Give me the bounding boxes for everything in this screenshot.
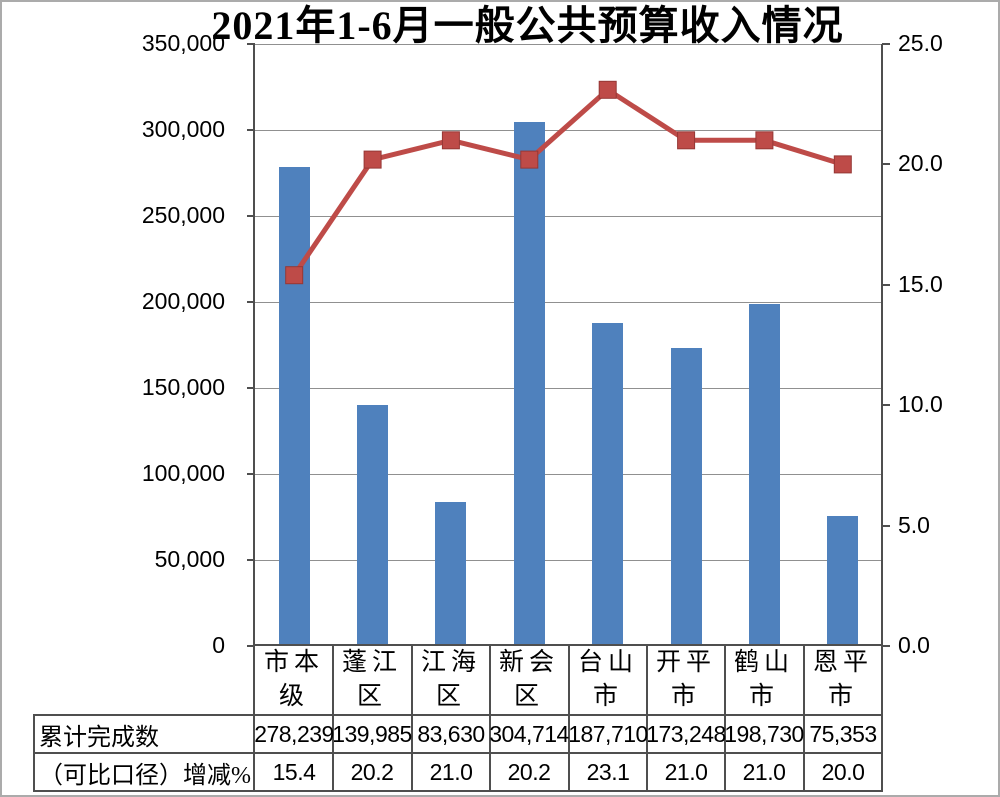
left-axis-tick — [247, 301, 255, 303]
right-axis-tick-label: 10.0 — [898, 391, 943, 417]
bar-恩平市 — [827, 516, 858, 646]
square-marker — [755, 131, 774, 150]
left-axis-tick-label: 250,000 — [141, 202, 225, 228]
category-cell-江海区: 江海区 — [420, 649, 481, 710]
left-axis-tick-label: 100,000 — [141, 460, 225, 486]
left-axis-line — [253, 44, 255, 792]
right-axis-tick-label: 25.0 — [898, 30, 943, 56]
table-row-border — [33, 714, 882, 716]
table-value-cell: 21.0 — [664, 758, 708, 785]
bar-江海区 — [435, 502, 466, 646]
gridline — [255, 130, 882, 131]
category-cell-新会区: 新会区 — [498, 649, 559, 710]
table-row-label-total: 累计完成数 — [39, 724, 159, 751]
table-value-cell: 20.2 — [507, 758, 551, 785]
left-axis-tick — [247, 559, 255, 561]
gridline — [255, 44, 882, 45]
left-axis-tick-label: 0 — [212, 632, 225, 658]
gridline — [255, 216, 882, 217]
left-axis-tick-label: 350,000 — [141, 30, 225, 56]
square-marker — [598, 80, 617, 99]
table-value-cell: 15.4 — [272, 758, 316, 785]
right-axis-tick — [882, 645, 890, 647]
category-cell-市本级: 市本级 — [263, 649, 324, 710]
right-axis-tick — [882, 43, 890, 45]
left-axis-tick — [247, 43, 255, 45]
bar-开平市 — [671, 348, 702, 646]
right-axis-tick — [882, 284, 890, 286]
right-axis-tick — [882, 163, 890, 165]
right-axis-tick-label: 15.0 — [898, 271, 943, 297]
category-cell-蓬江区: 蓬江区 — [341, 649, 402, 710]
table-column-border — [646, 646, 648, 792]
table-value-cell: 23.1 — [586, 758, 630, 785]
left-axis-tick — [247, 215, 255, 217]
table-value-cell: 21.0 — [429, 758, 473, 785]
table-value-cell: 75,353 — [809, 720, 877, 747]
table-column-border — [332, 646, 334, 792]
table-value-cell: 173,248 — [646, 720, 726, 747]
category-cell-鹤山市: 鹤山市 — [733, 649, 794, 710]
left-axis-tick-label: 300,000 — [141, 116, 225, 142]
bar-新会区 — [514, 122, 545, 646]
left-axis-tick — [247, 129, 255, 131]
bar-鹤山市 — [749, 304, 780, 646]
table-value-cell: 21.0 — [742, 758, 786, 785]
left-axis-tick-label: 150,000 — [141, 374, 225, 400]
table-value-cell: 278,239 — [254, 720, 334, 747]
table-row-label-growth: （可比口径）增减% — [39, 762, 251, 789]
table-column-border — [489, 646, 491, 792]
bar-蓬江区 — [357, 405, 388, 646]
bar-台山市 — [592, 323, 623, 646]
right-axis-tick — [882, 525, 890, 527]
gridline — [255, 302, 882, 303]
square-marker — [833, 155, 852, 174]
table-value-cell: 20.2 — [350, 758, 394, 785]
table-row-border — [33, 752, 882, 754]
table-value-cell: 139,985 — [332, 720, 412, 747]
left-axis-tick — [247, 387, 255, 389]
right-axis-line — [881, 44, 883, 792]
growth-rate-line — [292, 86, 844, 277]
table-value-cell: 187,710 — [568, 720, 648, 747]
left-axis-tick — [247, 473, 255, 475]
table-column-border — [568, 646, 570, 792]
right-axis-tick — [882, 404, 890, 406]
left-axis-tick-label: 50,000 — [154, 546, 225, 572]
table-column-border — [803, 646, 805, 792]
right-axis-tick-label: 20.0 — [898, 150, 943, 176]
chart-title: 2021年1-6月一般公共预算收入情况 — [211, 3, 844, 48]
table-column-border — [724, 646, 726, 792]
gridline — [255, 560, 882, 561]
right-axis-tick-label: 5.0 — [898, 512, 930, 538]
right-axis-tick-label: 0.0 — [898, 632, 930, 658]
table-row-border — [33, 790, 882, 792]
table-value-cell: 20.0 — [821, 758, 865, 785]
table-value-cell: 198,730 — [724, 720, 804, 747]
square-marker — [677, 131, 696, 150]
category-cell-台山市: 台山市 — [577, 649, 638, 710]
category-cell-恩平市: 恩平市 — [812, 649, 873, 710]
bottom-axis-line — [253, 644, 882, 646]
square-marker — [441, 131, 460, 150]
table-column-border — [411, 646, 413, 792]
left-axis-tick — [247, 645, 255, 647]
gridline — [255, 388, 882, 389]
table-value-cell: 83,630 — [417, 720, 485, 747]
bar-市本级 — [279, 167, 310, 646]
table-value-cell: 304,714 — [489, 720, 569, 747]
category-cell-开平市: 开平市 — [655, 649, 716, 710]
left-axis-tick-label: 200,000 — [141, 288, 225, 314]
square-marker — [363, 150, 382, 169]
gridline — [255, 474, 882, 475]
table-left-border — [33, 714, 35, 790]
